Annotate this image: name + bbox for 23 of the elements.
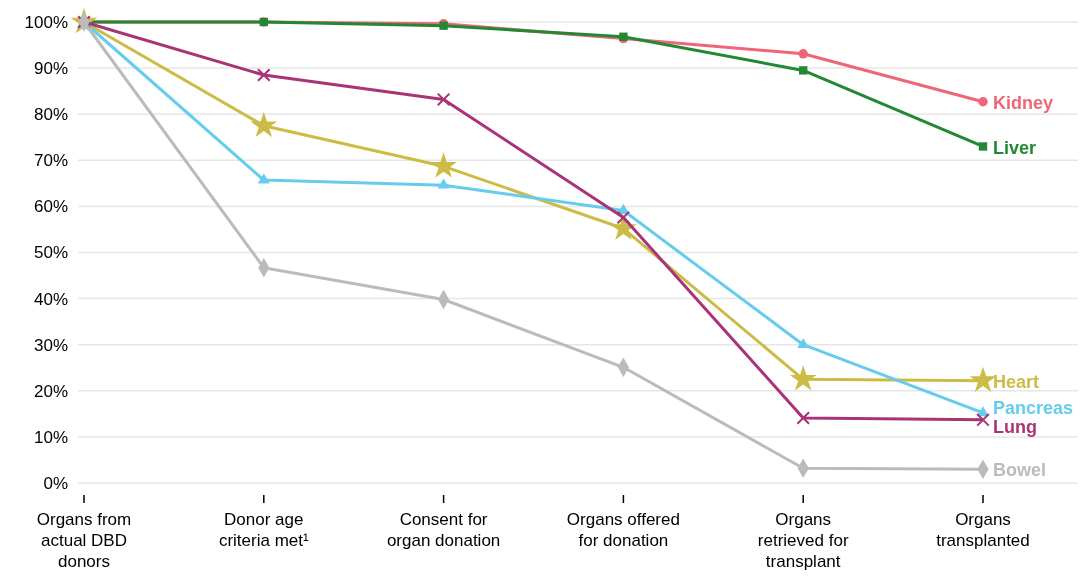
y-tick-label: 40% [33, 289, 68, 309]
y-tick-label: 90% [33, 59, 68, 79]
x-tick-label: Organs from actual DBD donors [36, 510, 132, 571]
y-tick-label: 30% [33, 335, 68, 355]
y-tick-label: 0% [43, 473, 68, 493]
y-tick-label: 60% [33, 197, 68, 217]
y-tick-label: 20% [33, 381, 68, 401]
series-label: Lung [993, 417, 1037, 438]
x-tick-label: Consent for organ donation [386, 510, 501, 550]
series-label: Kidney [993, 93, 1054, 114]
series-label: Pancreas [993, 398, 1074, 419]
y-tick-label: 50% [33, 243, 68, 263]
series-label: Bowel [993, 460, 1047, 481]
y-tick-label: 10% [33, 427, 68, 447]
series-label: Heart [993, 371, 1040, 392]
y-tick-label: 80% [33, 105, 68, 125]
x-tick-label: Organs retrieved for transplant [757, 510, 849, 571]
x-tick-label: Donor age criteria met¹ [218, 510, 309, 550]
series-label: Liver [993, 137, 1037, 158]
y-tick-label: 100% [24, 12, 68, 32]
x-tick-label: Organs transplanted [936, 510, 1030, 550]
y-tick-label: 70% [33, 151, 68, 171]
x-tick-label: Organs offered for donation [566, 510, 680, 550]
